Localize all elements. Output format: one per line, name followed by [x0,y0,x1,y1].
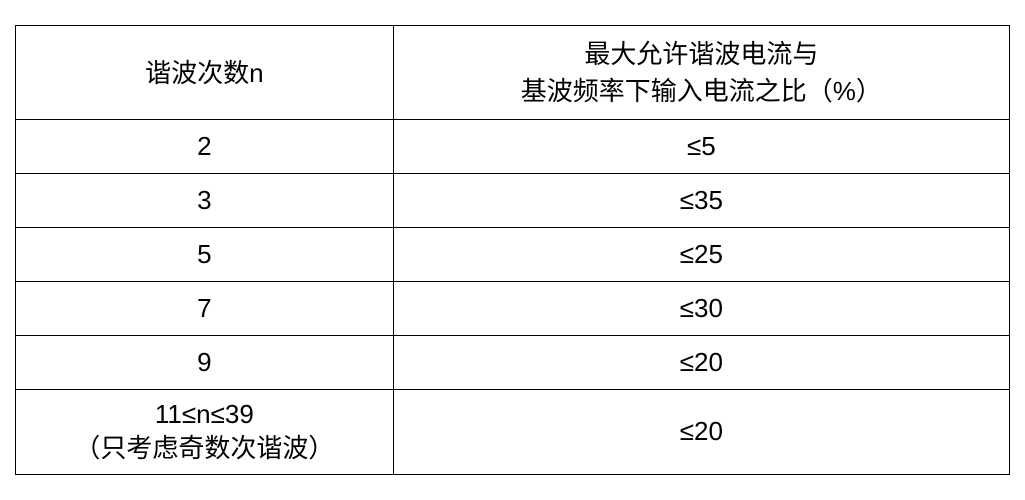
cell-order: 9 [16,336,394,390]
cell-limit: ≤20 [393,390,1009,475]
header-line1: 最大允许谐波电流与 [584,39,818,69]
cell-limit: ≤35 [393,174,1009,228]
table-header-row: 谐波次数n 最大允许谐波电流与 基波频率下输入电流之比（%） [16,26,1010,120]
cell-limit: ≤30 [393,282,1009,336]
table-row: 9 ≤20 [16,336,1010,390]
cell-order-line1: 11≤n≤39 [155,399,254,429]
cell-order: 3 [16,174,394,228]
table-row: 11≤n≤39 （只考虑奇数次谐波） ≤20 [16,390,1010,475]
column-header-harmonic-order: 谐波次数n [16,26,394,120]
cell-order: 7 [16,282,394,336]
column-header-max-ratio: 最大允许谐波电流与 基波频率下输入电流之比（%） [393,26,1009,120]
cell-limit: ≤25 [393,228,1009,282]
cell-limit: ≤5 [393,120,1009,174]
table-row: 3 ≤35 [16,174,1010,228]
table-row: 2 ≤5 [16,120,1010,174]
table-row: 5 ≤25 [16,228,1010,282]
table-row: 7 ≤30 [16,282,1010,336]
cell-order-range: 11≤n≤39 （只考虑奇数次谐波） [16,390,394,475]
header-line2: 基波频率下输入电流之比（%） [521,76,882,106]
cell-limit: ≤20 [393,336,1009,390]
cell-order: 2 [16,120,394,174]
harmonic-limits-table: 谐波次数n 最大允许谐波电流与 基波频率下输入电流之比（%） 2 ≤5 3 ≤3… [15,25,1010,474]
cell-order-line2: （只考虑奇数次谐波） [74,433,334,463]
cell-order: 5 [16,228,394,282]
